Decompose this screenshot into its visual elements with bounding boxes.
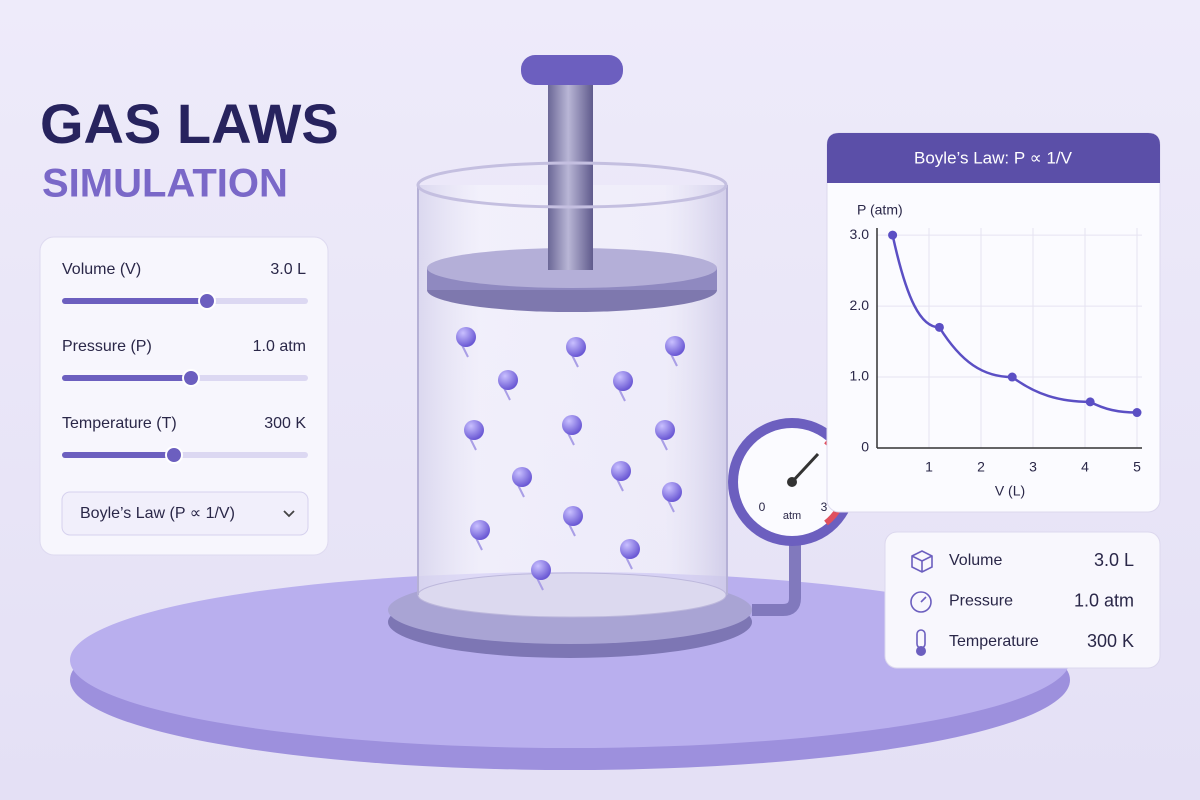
- dropdown-label: Boyle’s Law (P ∝ 1/V): [80, 505, 235, 522]
- temperature-icon-bulb: [916, 646, 926, 656]
- slider-value: 300 K: [264, 415, 306, 432]
- molecule: [498, 370, 518, 390]
- slider-value: 1.0 atm: [253, 338, 306, 355]
- readout-label: Temperature: [949, 633, 1039, 650]
- gauge-min: 0: [759, 500, 766, 514]
- readout-label: Volume: [949, 552, 1002, 569]
- molecule-trail: [536, 577, 544, 591]
- gauge-unit: atm: [783, 510, 801, 522]
- slider-label: Temperature (T): [62, 415, 177, 432]
- law-dropdown[interactable]: [61, 491, 309, 536]
- gauge-hub: [787, 477, 797, 487]
- molecule: [613, 371, 633, 391]
- molecule: [611, 461, 631, 481]
- y-tick-label: 2.0: [850, 297, 870, 313]
- slider-fill: [62, 452, 174, 458]
- y-tick-label: 0: [861, 439, 869, 455]
- readout-value: 3.0 L: [1094, 550, 1134, 570]
- dropdown-caret: [283, 510, 295, 518]
- molecule-trail: [517, 484, 525, 498]
- piston-rod-lower: [548, 230, 593, 270]
- molecule-trail: [660, 437, 668, 451]
- molecule-trail: [670, 353, 678, 367]
- data-point: [1085, 397, 1095, 407]
- molecule: [470, 520, 490, 540]
- gauge-needle: [790, 452, 820, 484]
- molecule: [655, 420, 675, 440]
- molecule-trail: [571, 354, 579, 368]
- y-axis-label: P (atm): [857, 202, 903, 218]
- x-tick-label: 1: [925, 459, 933, 475]
- molecule: [456, 327, 476, 347]
- molecule-trail: [461, 344, 469, 358]
- slider-fill: [62, 298, 207, 304]
- cylinder-rim: [416, 161, 728, 209]
- data-point: [934, 322, 944, 332]
- molecule: [512, 467, 532, 487]
- slider-label: Volume (V): [62, 261, 141, 278]
- slider-thumb[interactable]: [182, 369, 200, 387]
- slider-fill: [62, 375, 191, 381]
- molecule: [662, 482, 682, 502]
- molecule: [563, 506, 583, 526]
- chart-header: [827, 133, 1160, 183]
- pressure-icon-needle: [920, 596, 927, 603]
- data-point: [1007, 372, 1017, 382]
- readout-label: Pressure: [949, 593, 1013, 610]
- subtitle: SIMULATION: [42, 162, 288, 206]
- readout-value: 1.0 atm: [1074, 590, 1134, 610]
- molecule: [531, 560, 551, 580]
- data-point: [888, 230, 898, 240]
- molecule-trail: [618, 388, 626, 402]
- molecule-trail: [568, 523, 576, 537]
- molecule-trail: [625, 556, 633, 570]
- molecule-trail: [567, 432, 575, 446]
- cylinder-bottom: [417, 572, 727, 618]
- y-tick-label: 3.0: [850, 226, 870, 242]
- molecule: [464, 420, 484, 440]
- readout-value: 300 K: [1087, 631, 1134, 651]
- molecule: [566, 337, 586, 357]
- molecule-trail: [667, 499, 675, 513]
- slider-thumb[interactable]: [198, 292, 216, 310]
- readout-panel: [884, 531, 1161, 669]
- gauge-pipe: [752, 540, 801, 616]
- molecule-trail: [475, 537, 483, 551]
- x-tick-label: 3: [1029, 459, 1037, 475]
- molecule-trail: [616, 478, 624, 492]
- slider-label: Pressure (P): [62, 338, 152, 355]
- piston-knob: [521, 55, 623, 85]
- molecule: [620, 539, 640, 559]
- data-point: [1132, 408, 1142, 418]
- molecule: [665, 336, 685, 356]
- molecule-trail: [469, 437, 477, 451]
- molecule: [562, 415, 582, 435]
- x-axis-label: V (L): [995, 483, 1025, 499]
- pressure-icon: [910, 591, 932, 613]
- title: GAS LAWS: [40, 92, 339, 155]
- platform-top: [70, 572, 1070, 748]
- x-tick-label: 2: [977, 459, 985, 475]
- volume-icon: [911, 550, 933, 573]
- x-tick-label: 5: [1133, 459, 1141, 475]
- slider-thumb[interactable]: [165, 446, 183, 464]
- x-tick-label: 4: [1081, 459, 1089, 475]
- gauge-max: 3: [821, 500, 828, 514]
- slider-value: 3.0 L: [270, 261, 306, 278]
- y-tick-label: 1.0: [850, 368, 870, 384]
- molecule-trail: [503, 387, 511, 401]
- chart-title: Boyle’s Law: P ∝ 1/V: [914, 148, 1073, 167]
- controls-panel: [39, 236, 329, 556]
